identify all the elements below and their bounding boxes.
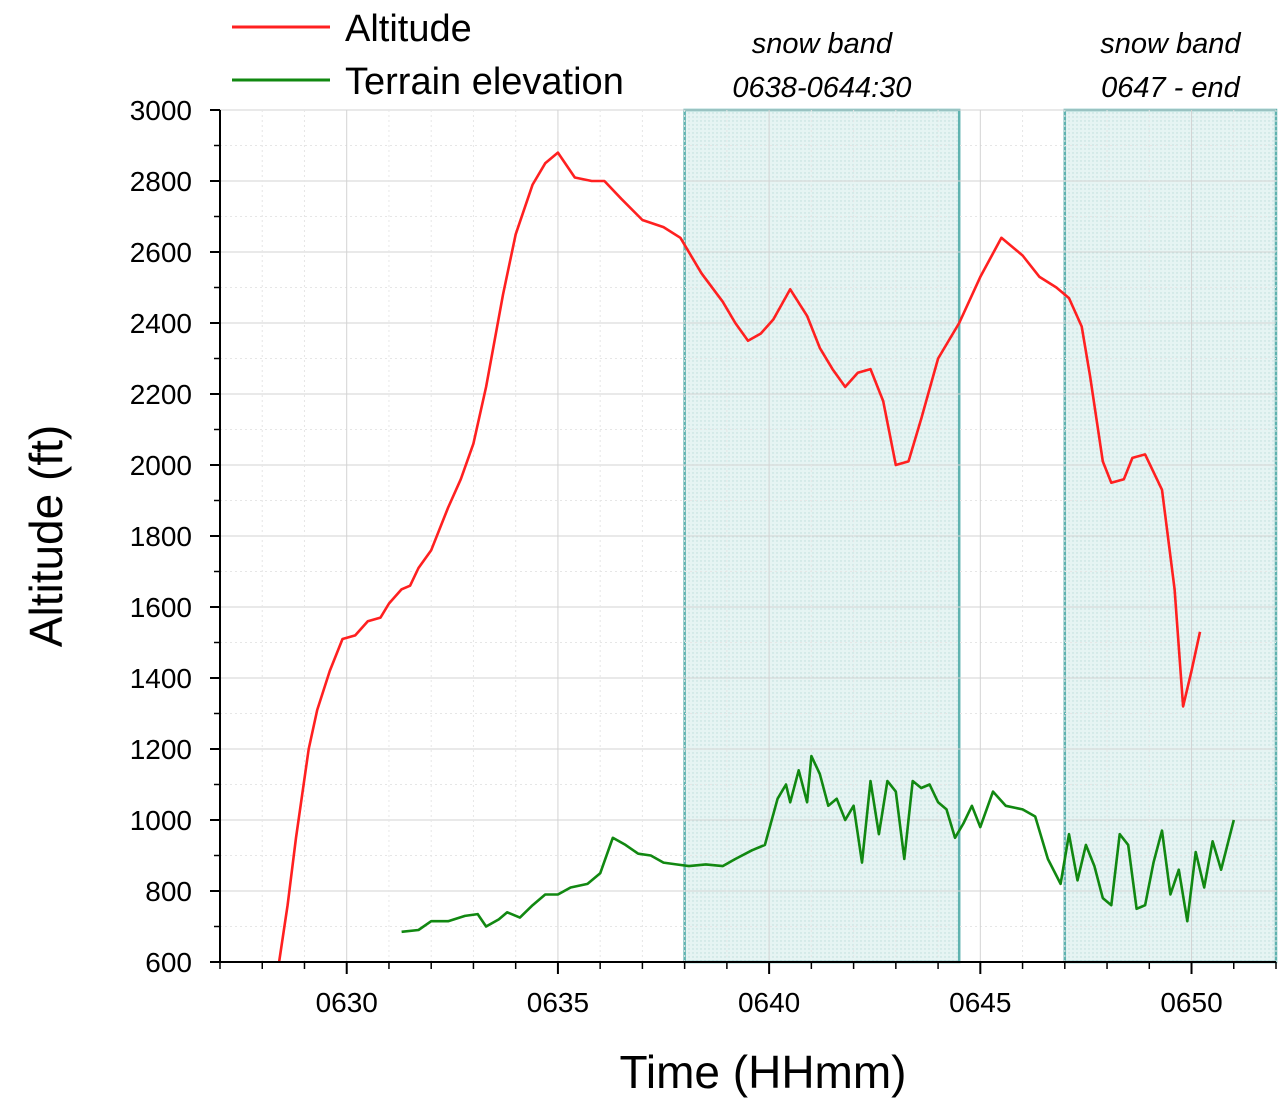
y-tick-label: 1400 — [130, 663, 192, 694]
snow-band-2-title: snow band — [1100, 28, 1241, 60]
snow-band-1-time: 0638-0644:30 — [732, 72, 911, 104]
y-tick-label: 2000 — [130, 450, 192, 481]
series-line-altitude — [277, 151, 1202, 963]
x-tick-label: 0645 — [949, 987, 1011, 1018]
x-tick-label: 0650 — [1160, 987, 1222, 1018]
y-tick-label: 1600 — [130, 592, 192, 623]
y-tick-label: 800 — [145, 876, 192, 907]
y-axis-title: Altitude (ft) — [20, 425, 72, 647]
y-tick-label: 2600 — [130, 237, 192, 268]
y-tick-label: 2400 — [130, 308, 192, 339]
legend-label-altitude: Altitude — [345, 8, 472, 50]
y-tick-label: 1000 — [130, 805, 192, 836]
x-tick-label: 0635 — [527, 987, 589, 1018]
y-tick-label: 1800 — [130, 521, 192, 552]
y-tick-label: 1200 — [130, 734, 192, 765]
series-line-terrain-elevation — [401, 754, 1236, 934]
legend-label-terrain-elevation: Terrain elevation — [345, 61, 624, 103]
x-axis-title: Time (HHmm) — [619, 1046, 906, 1098]
y-tick-label: 3000 — [130, 95, 192, 126]
y-tick-label: 2800 — [130, 166, 192, 197]
snow-band-2-time: 0647 - end — [1101, 72, 1241, 104]
x-tick-label: 0640 — [738, 987, 800, 1018]
y-tick-label: 2200 — [130, 379, 192, 410]
snow-band-1-title: snow band — [752, 28, 893, 60]
x-tick-label: 0630 — [316, 987, 378, 1018]
y-tick-label: 600 — [145, 947, 192, 978]
